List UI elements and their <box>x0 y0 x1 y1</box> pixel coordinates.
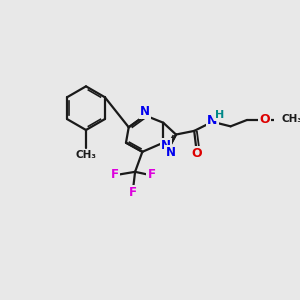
Text: CH₃: CH₃ <box>76 151 97 160</box>
Text: N: N <box>140 105 150 118</box>
Text: O: O <box>259 112 269 126</box>
Text: O: O <box>192 147 202 160</box>
Text: N: N <box>207 114 218 128</box>
Text: CH₃: CH₃ <box>281 114 300 124</box>
Text: H: H <box>215 110 224 119</box>
Text: N: N <box>161 139 171 152</box>
Text: F: F <box>111 168 119 181</box>
Text: N: N <box>166 146 176 159</box>
Text: F: F <box>129 186 137 199</box>
Text: F: F <box>148 168 155 181</box>
